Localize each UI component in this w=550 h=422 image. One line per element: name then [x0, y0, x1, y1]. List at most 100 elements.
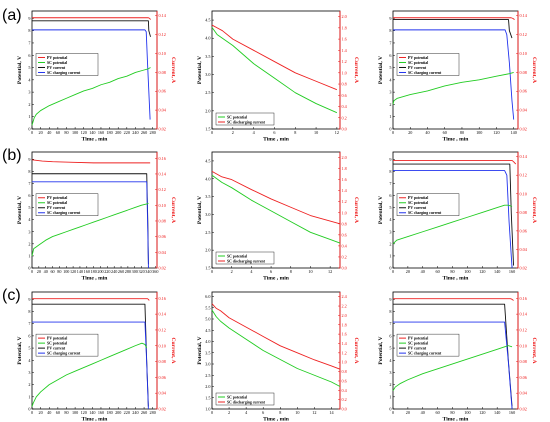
series-line-pv-potential — [393, 160, 517, 165]
y2-tick-label: 2.2 — [342, 304, 347, 309]
series-line-pv-current — [32, 20, 151, 37]
x-tick-label: 12 — [335, 130, 339, 135]
y2-tick-label: 0.14 — [520, 154, 528, 159]
y-tick-label: 6 — [28, 53, 30, 58]
y2-tick-label: 0.0 — [342, 127, 347, 132]
legend-label: SC potential — [408, 61, 428, 65]
y-axis-label: Potential, V — [17, 196, 23, 224]
y2-tick-label: 2.0 — [342, 14, 347, 19]
x-tick-label: 40 — [421, 269, 425, 274]
y2-axis-label: Current, A — [170, 57, 176, 83]
y2-tick-label: 0.06 — [520, 375, 527, 380]
y2-tick-label: 0.4 — [342, 104, 348, 109]
plot-frame — [211, 291, 341, 410]
x-tick-label: 0 — [31, 269, 33, 274]
legend-label: SC charging current — [408, 211, 442, 215]
x-tick-label: 10 — [314, 130, 318, 135]
x-tick-label: 8 — [290, 269, 292, 274]
y2-tick-label: 0.14 — [159, 13, 167, 18]
y2-tick-label: 0.12 — [520, 32, 527, 37]
legend-label: PV potential — [47, 196, 67, 200]
y2-tick-label: 1.0 — [342, 360, 347, 365]
y-tick-label: 5 — [28, 205, 30, 210]
y-tick-label: 8 — [28, 28, 30, 33]
x-tick-label: 140 — [77, 269, 83, 274]
chart-panel-c2: 0 2 4 6 8 10 12 14 1.0 1.5 2.0 2.5 3.0 3.5 4.0 4.5 5.0 5.… — [197, 291, 359, 422]
y2-tick-label: 0.6 — [342, 378, 347, 383]
y2-tick-label: 1.0 — [342, 210, 347, 215]
x-tick-label: 120 — [479, 410, 485, 415]
y2-tick-label: 0.06 — [520, 228, 527, 233]
chart-panel-c1: 0 20 40 60 80 100 120 140 160 180 200 220 240 260 2800… — [17, 291, 176, 422]
y2-tick-label: 0.02 — [159, 407, 166, 412]
x-tick-label: 100 — [72, 130, 78, 135]
series-line-sc-potential — [211, 309, 341, 387]
y2-axis-label: Current, A — [531, 57, 537, 83]
legend-label: PV potential — [408, 337, 428, 341]
y2-tick-label: 0.08 — [520, 210, 527, 215]
series-line-sc-charging-current — [32, 321, 149, 410]
y-tick-label: 2 — [28, 382, 30, 387]
y-tick-label: 7 — [28, 40, 30, 45]
x-axis-label: Time , min — [263, 276, 290, 282]
series-line-sc-charging-current — [393, 170, 513, 269]
y2-tick-label: 0.04 — [520, 108, 528, 113]
x-tick-label: 20 — [39, 410, 43, 415]
y-tick-label: 5 — [389, 205, 391, 210]
x-tick-label: 0 — [211, 130, 213, 135]
x-tick-label: 0 — [392, 269, 394, 274]
x-tick-label: 100 — [72, 410, 78, 415]
legend-label: PV current — [408, 347, 427, 351]
legend-box — [215, 251, 275, 265]
y2-tick-label: 0.12 — [159, 327, 166, 332]
series-line-pv-potential — [31, 159, 151, 164]
y-tick-label: 7 — [389, 321, 391, 326]
y-tick-label: 5.5 — [205, 305, 210, 310]
x-tick-label: 140 — [89, 130, 95, 135]
x-tick-label: 60 — [50, 269, 54, 274]
x-tick-label: 6 — [273, 130, 275, 135]
legend-box — [35, 53, 99, 76]
y2-axis-label: Current, A — [531, 197, 537, 223]
y2-tick-label: 0.2 — [342, 397, 347, 402]
x-tick-label: 160 — [509, 410, 515, 415]
y-tick-label: 5 — [28, 346, 30, 351]
y-tick-label: 3 — [28, 229, 30, 234]
y-tick-label: 9 — [28, 16, 30, 21]
x-tick-label: 140 — [89, 410, 95, 415]
x-tick-label: 60 — [443, 130, 447, 135]
y-axis-label: Potential, V — [378, 196, 384, 224]
x-tick-label: 80 — [450, 410, 454, 415]
y2-tick-label: 0.2 — [342, 115, 347, 120]
y2-tick-label: 0.16 — [159, 296, 166, 301]
y-tick-label: 3 — [389, 370, 391, 375]
x-tick-label: 100 — [464, 269, 470, 274]
y2-tick-label: 1.0 — [342, 70, 347, 75]
y2-tick-label: 1.6 — [342, 177, 347, 182]
y-tick-label: 5 — [389, 65, 391, 70]
legend-label: SC discharging current — [227, 400, 266, 404]
y-tick-label: 6 — [28, 333, 30, 338]
y2-tick-label: 0.06 — [159, 234, 166, 239]
y-tick-label: 1 — [28, 394, 30, 399]
series-line-sc-potential — [31, 342, 148, 407]
x-tick-label: 200 — [115, 130, 121, 135]
y-axis-label: Potential, V — [17, 336, 23, 364]
y-tick-label: 9 — [28, 157, 30, 162]
x-tick-label: 0 — [392, 130, 394, 135]
x-tick-label: 2 — [232, 130, 234, 135]
series-line-sc-discharging-current — [211, 170, 341, 225]
chart-panel-b3: 0 20 40 60 80 100 120 140 16001234567890.020.040… — [378, 151, 537, 282]
y-tick-label: 8 — [28, 309, 30, 314]
chart-panel-c3: 0 20 40 60 80 100 120 140 16001234567890.020.040… — [378, 291, 537, 422]
series-line-pv-current — [393, 19, 513, 39]
y-tick-label: 4.0 — [205, 36, 210, 41]
legend-label: PV current — [47, 347, 66, 351]
x-tick-label: 180 — [106, 410, 112, 415]
legend-label: PV potential — [47, 337, 67, 341]
y-tick-label: 3.0 — [205, 362, 210, 367]
x-tick-label: 6 — [270, 269, 272, 274]
x-tick-label: 80 — [450, 269, 454, 274]
y-tick-label: 3.5 — [205, 350, 210, 355]
